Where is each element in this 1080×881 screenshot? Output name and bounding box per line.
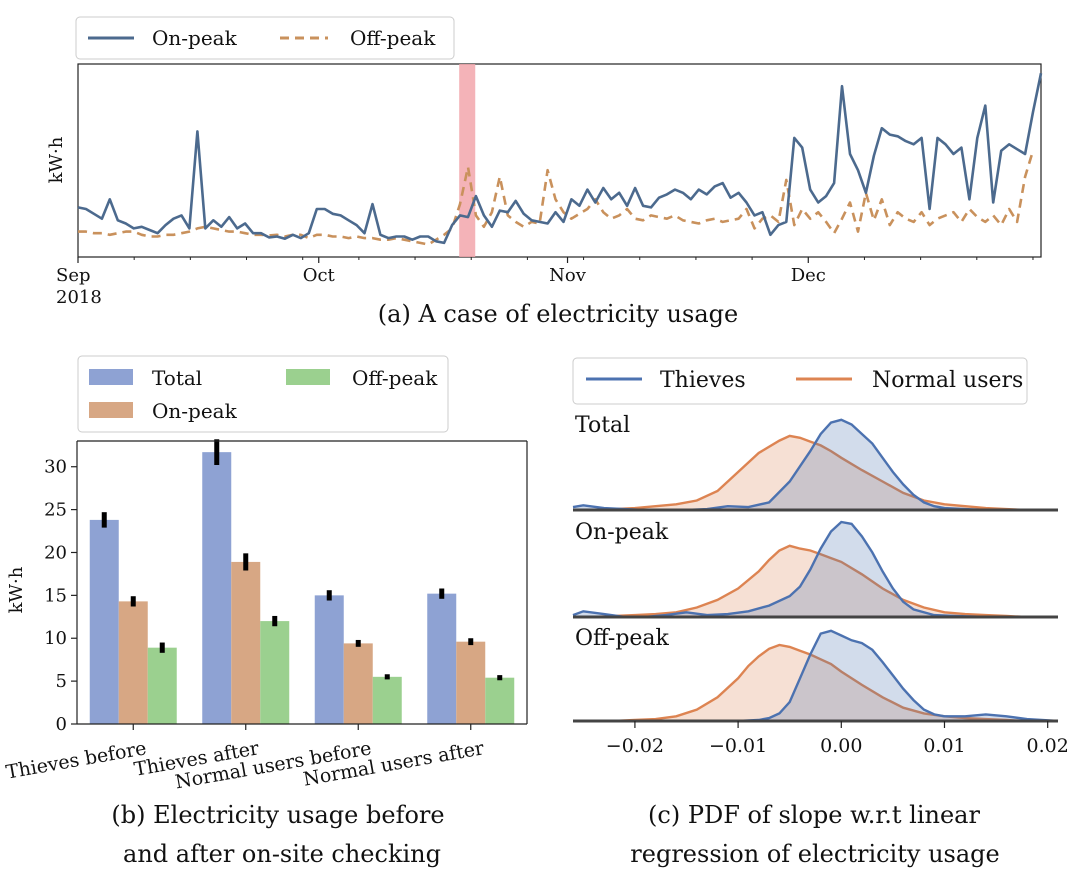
legend-total-label: Total: [152, 366, 202, 390]
x-tick-label: 0.01: [923, 735, 965, 757]
panel-b-legend: Total Off-peak On-peak: [77, 355, 449, 433]
panel-b-legend-box: [77, 355, 449, 433]
panel-c-legend: Thieves Normal users: [572, 357, 1028, 405]
bar-on-peak: [118, 601, 148, 724]
bar-total: [314, 595, 344, 724]
series-on-peak-line: [77, 72, 1043, 245]
bar-on-peak: [343, 643, 373, 724]
panel-a-caption: (a) A case of electricity usage: [378, 300, 738, 328]
legend-normal-label: Normal users: [872, 368, 1023, 393]
bar-on-peak: [231, 561, 261, 724]
bar-off-peak: [260, 621, 290, 724]
row-2-thieves-fill: [573, 630, 1058, 721]
panel-c-caption-line-1: (c) PDF of slope w.r.t linear: [648, 801, 980, 829]
bar-total: [89, 519, 119, 724]
panel-a-ylabel: kW·h: [46, 136, 67, 183]
bar-off-peak: [485, 677, 515, 724]
x-tick-label: −0.02: [606, 735, 664, 757]
row-1-normal-curve: [573, 544, 1058, 619]
category-label: Thieves before: [4, 737, 148, 783]
legend-off-peak-bar-label: Off-peak: [352, 366, 438, 390]
legend-on-peak-swatch: [89, 402, 133, 418]
panel-b-caption-line-2: and after on-site checking: [123, 840, 441, 868]
row-0-thieves-fill: [573, 419, 1058, 510]
panel-a-axes-frame: [77, 63, 1042, 258]
panel-c-caption-line-2: regression of electricity usage: [630, 840, 999, 868]
y-tick-label: 30: [44, 457, 67, 478]
panel-a-highlight-span: [459, 64, 476, 257]
x-tick-label: −0.01: [709, 735, 767, 757]
panel-a-legend: On-peak Off-peak: [75, 16, 455, 60]
row-0-normal-fill: [573, 435, 1058, 510]
panel-a-legend-box: [75, 16, 455, 60]
y-tick-label: 5: [56, 671, 67, 692]
legend-off-peak-label: Off-peak: [350, 26, 436, 50]
legend-total-swatch: [89, 369, 133, 385]
y-tick-label: 10: [44, 628, 67, 649]
row-1-normal-fill: [573, 545, 1058, 617]
bar-off-peak: [147, 647, 177, 724]
y-tick-label: 0: [56, 714, 67, 735]
series-off-peak-line: [78, 150, 1035, 246]
row-2-normal-fill: [573, 645, 1058, 721]
legend-on-peak-bar-label: On-peak: [152, 399, 238, 423]
x-tick-label: Sep 2018: [56, 265, 102, 308]
x-tick-label: 0.02: [1027, 735, 1069, 757]
panel-b-ylabel: kW·h: [6, 566, 27, 613]
bar-total: [427, 593, 457, 724]
y-tick-label: 20: [44, 542, 67, 563]
row-label: Total: [575, 413, 630, 438]
row-label: On-peak: [575, 520, 669, 545]
bar-total: [202, 452, 232, 724]
panel-c-density-chart: Total On-peak Off-peak −0.02 −0.01 0.00 0.01 0…: [572, 357, 1069, 868]
bar-off-peak: [372, 676, 402, 724]
row-label: Off-peak: [575, 626, 670, 651]
x-tick-label: Dec: [791, 265, 826, 286]
bar-on-peak: [456, 641, 486, 724]
x-tick-label: Oct: [303, 265, 336, 286]
x-tick-label: 0.00: [820, 735, 862, 757]
legend-on-peak-label: On-peak: [152, 26, 238, 50]
x-tick-label: Nov: [549, 265, 587, 286]
panel-b-caption-line-1: (b) Electricity usage before: [111, 801, 444, 829]
y-tick-label: 25: [44, 500, 67, 521]
legend-thieves-label: Thieves: [660, 368, 746, 393]
panel-c-legend-box: [572, 357, 1028, 405]
y-tick-label: 15: [44, 585, 67, 606]
row-0-normal-curve: [573, 434, 1058, 512]
panel-a-line-chart: kW·h Sep 2018 Oct Nov Dec On-peak Off-peak (…: [46, 16, 1043, 328]
legend-off-peak-swatch: [286, 369, 330, 385]
row-1-thieves-fill: [573, 522, 1058, 617]
